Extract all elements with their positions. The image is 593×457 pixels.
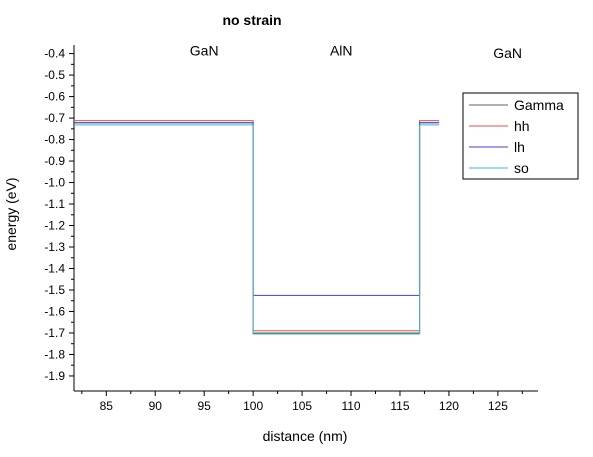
y-tick-label: -1.5 bbox=[44, 283, 65, 297]
y-tick-label: -0.8 bbox=[44, 133, 65, 147]
x-tick-label: 85 bbox=[100, 399, 114, 413]
legend-label-gamma: Gamma bbox=[514, 97, 564, 113]
y-tick-label: -0.5 bbox=[44, 68, 65, 82]
legend-label-hh: hh bbox=[514, 118, 530, 134]
series-line-so bbox=[74, 124, 440, 335]
y-axis-title: energy (eV) bbox=[3, 177, 19, 250]
y-tick-label: -1.6 bbox=[44, 304, 65, 318]
x-tick-label: 95 bbox=[198, 399, 212, 413]
chart-title: no strain bbox=[222, 12, 281, 28]
legend-label-so: so bbox=[514, 160, 529, 176]
y-tick-label: -1.2 bbox=[44, 219, 65, 233]
series-line-lh bbox=[74, 122, 440, 296]
x-tick-label: 125 bbox=[488, 399, 508, 413]
region-label-aln: AlN bbox=[330, 43, 353, 59]
y-tick-label: -1.4 bbox=[44, 262, 65, 276]
x-axis-title: distance (nm) bbox=[263, 428, 348, 444]
series-line-hh bbox=[74, 120, 440, 332]
x-tick-label: 110 bbox=[341, 399, 360, 413]
y-tick-label: -0.9 bbox=[44, 154, 65, 168]
x-tick-label: 120 bbox=[439, 399, 459, 413]
region-label-gan: GaN bbox=[190, 43, 219, 59]
x-tick-label: 100 bbox=[243, 399, 263, 413]
y-tick-label: -0.7 bbox=[44, 111, 65, 125]
y-tick-label: -1.0 bbox=[44, 176, 65, 190]
y-tick-label: -1.9 bbox=[44, 369, 65, 383]
legend-label-lh: lh bbox=[514, 139, 525, 155]
y-tick-label: -1.7 bbox=[44, 326, 65, 340]
series-line-gamma bbox=[74, 122, 440, 334]
y-tick-label: -0.4 bbox=[44, 47, 65, 61]
y-tick-label: -1.3 bbox=[44, 240, 65, 254]
y-tick-label: -1.8 bbox=[44, 347, 65, 361]
x-tick-label: 105 bbox=[292, 399, 312, 413]
y-tick-label: -1.1 bbox=[44, 197, 65, 211]
x-tick-label: 90 bbox=[149, 399, 163, 413]
plot-area: -0.4 -0.5 -0.6 -0.7 -0.8 -0.9 -1.0 -1.1 -1.2 -1.3… bbox=[44, 43, 579, 413]
y-tick-label: -0.6 bbox=[44, 90, 65, 104]
region-label-gan: GaN bbox=[493, 45, 522, 61]
x-tick-label: 115 bbox=[390, 399, 409, 413]
legend-box bbox=[462, 92, 579, 180]
